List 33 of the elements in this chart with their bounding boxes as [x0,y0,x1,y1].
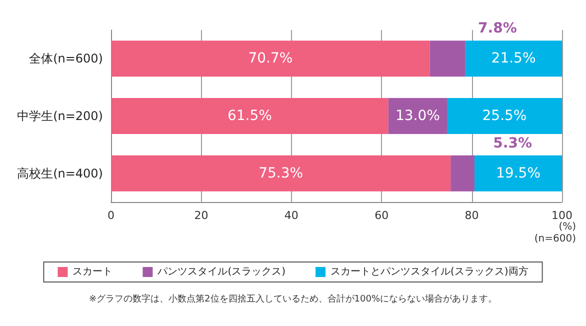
bar [430,40,466,77]
data-label: 21.5% [491,50,536,67]
data-label: 5.3% [493,135,532,152]
text: ※グラフの数字は、小数点第2位を四捨五入しているため、合計が100%にならない場合があります。 [89,294,497,304]
bar [446,98,562,134]
legend-label: スカートとパンツスタイル(スラックス)両方 [330,266,528,278]
data-label: 75.3% [258,165,304,182]
bar [388,98,447,134]
x-axis-title: (%) [558,222,576,232]
bar [111,40,430,77]
data-label: 19.5% [496,165,540,182]
data-label: 25.5% [482,108,527,124]
x-tick-label: 60 [374,209,389,222]
x-tick-label: 20 [194,209,208,222]
bar [465,40,562,77]
legend-label: パンツスタイル(スラックス) [156,266,286,278]
bar [450,155,475,192]
data-label: 70.7% [248,50,293,67]
y-tick-label: 全体(n=600) [29,52,103,66]
x-tick-label: 40 [284,209,298,222]
y-tick-label: 中学生(n=200) [17,109,103,123]
bar [111,98,388,134]
x-tick-label: 0 [108,209,114,222]
data-label: 7.8% [478,20,517,37]
data-label: 61.5% [227,108,272,124]
y-tick-label: 高校生(n=400) [17,166,103,180]
bar [474,155,562,192]
text: (n=600) [534,234,576,244]
data-label: 13.0% [395,108,440,124]
x-tick-label: 100 [552,209,572,222]
legend-label: スカート [72,266,113,278]
x-tick-label: 80 [464,209,479,222]
bar [111,155,451,192]
